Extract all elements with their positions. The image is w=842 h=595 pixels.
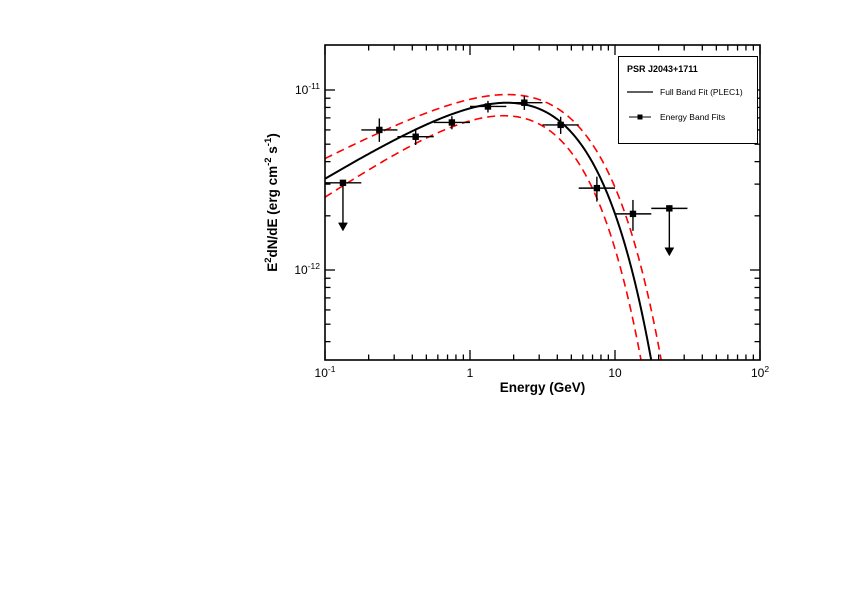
square-marker [448,119,456,126]
data-point [506,96,543,110]
square-marker [484,103,492,110]
data-point [542,116,579,134]
energy-band-points [325,96,688,257]
uncertainty-band-lower [325,114,642,360]
legend-entry-label: Full Band Fit (PLEC1) [660,86,743,97]
fit-line-sample-icon [627,90,653,93]
full-band-fit-curve [325,101,653,360]
data-point [397,129,434,145]
square-marker [629,210,637,218]
y-tick-label: 10-11 [295,81,320,97]
data-point [651,205,688,257]
legend-entry-label: Energy Band Fits [660,111,726,122]
uncertainty-band-upper [325,93,662,360]
data-point [433,116,470,130]
marker-sample-icon [629,114,651,119]
data-point [615,199,652,231]
y-tick-label: 10-12 [294,261,320,277]
x-axis-title: Energy (GeV) [500,380,586,395]
legend-entry-full-band-fit: Full Band Fit (PLEC1) [625,79,751,104]
legend: PSR J2043+1711 Full Band Fit (PLEC1) Ene… [618,56,758,144]
y-axis-title: E2dN/dE (erg cm-2 s-1) [263,133,280,272]
square-marker [339,179,347,187]
fit-curves [325,93,662,360]
axes-frame [324,44,761,361]
square-marker [557,121,564,129]
x-tick-label: 102 [751,364,769,380]
square-marker [666,205,673,212]
data-point [470,100,507,113]
x-tick-label: 10 [608,366,622,380]
data-point [325,179,362,232]
upper-limit-arrow-icon [338,222,348,232]
x-tick-label: 10-1 [315,364,336,380]
data-point [578,176,615,202]
upper-limit-arrow-icon [664,247,675,257]
square-marker [376,126,383,134]
data-point [361,118,398,142]
square-marker [521,99,528,106]
square-marker [412,133,419,140]
square-marker [593,184,601,192]
x-tick-label: 1 [467,366,474,380]
legend-title: PSR J2043+1711 [627,64,698,74]
legend-entry-energy-band-fits: Energy Band Fits [625,104,751,129]
